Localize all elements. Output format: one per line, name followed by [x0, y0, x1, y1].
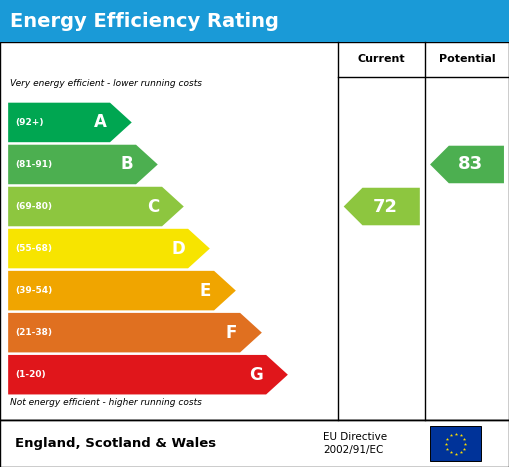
- Polygon shape: [8, 103, 132, 142]
- Bar: [430, 426, 481, 461]
- Text: (21-38): (21-38): [15, 328, 52, 337]
- Polygon shape: [430, 146, 504, 183]
- Text: D: D: [172, 240, 185, 258]
- Polygon shape: [8, 313, 262, 353]
- Text: C: C: [147, 198, 159, 216]
- Polygon shape: [8, 271, 236, 311]
- Bar: [0, 0, 509, 42]
- Bar: [0, 42, 509, 420]
- Text: EU Directive
2002/91/EC: EU Directive 2002/91/EC: [323, 432, 387, 455]
- Text: (69-80): (69-80): [15, 202, 52, 211]
- Polygon shape: [8, 145, 158, 184]
- Text: (39-54): (39-54): [15, 286, 52, 295]
- Text: B: B: [121, 156, 133, 173]
- Text: (1-20): (1-20): [15, 370, 46, 379]
- Text: (81-91): (81-91): [15, 160, 52, 169]
- Text: (92+): (92+): [15, 118, 44, 127]
- Polygon shape: [8, 187, 184, 226]
- Text: Not energy efficient - higher running costs: Not energy efficient - higher running co…: [10, 398, 202, 407]
- Text: G: G: [249, 366, 263, 384]
- Text: 83: 83: [458, 156, 483, 173]
- Text: E: E: [200, 282, 211, 300]
- Text: Potential: Potential: [439, 55, 495, 64]
- Polygon shape: [8, 355, 288, 395]
- Text: F: F: [225, 324, 237, 342]
- Text: England, Scotland & Wales: England, Scotland & Wales: [15, 437, 216, 450]
- Text: A: A: [94, 113, 107, 131]
- Polygon shape: [344, 188, 420, 225]
- Bar: [0, 420, 509, 467]
- Text: Energy Efficiency Rating: Energy Efficiency Rating: [10, 12, 279, 30]
- Text: (55-68): (55-68): [15, 244, 52, 253]
- Polygon shape: [8, 229, 210, 269]
- Text: Current: Current: [358, 55, 406, 64]
- Text: 72: 72: [373, 198, 398, 216]
- Text: Very energy efficient - lower running costs: Very energy efficient - lower running co…: [10, 79, 202, 88]
